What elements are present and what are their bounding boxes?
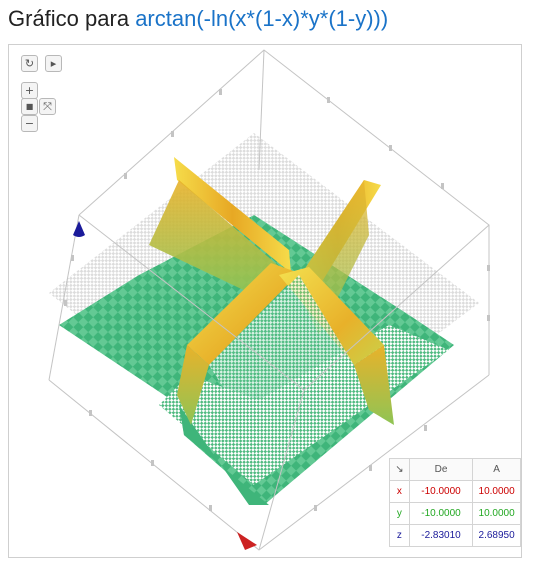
x-to-value[interactable]: 10.0000 — [472, 480, 521, 503]
refresh-icon: ↻ — [24, 57, 35, 70]
range-header-to: A — [472, 458, 521, 481]
arrow-down-right-icon[interactable]: ↘ — [389, 458, 410, 481]
ridge-front-right-side — [354, 345, 394, 425]
axis-label-x: x — [389, 480, 410, 503]
range-row-y: y -10.0000 10.0000 — [389, 502, 521, 525]
reset-view-button[interactable]: ↻ — [21, 55, 38, 72]
zoom-in-button[interactable]: + — [21, 82, 38, 99]
ridge-front-left — [187, 263, 299, 365]
z-from-value[interactable]: -2.83010 — [408, 524, 474, 547]
axes-mode-button[interactable]: ⤧ — [39, 98, 56, 115]
axis-label-y: y — [389, 502, 410, 525]
title-prefix: Gráfico para — [8, 6, 130, 31]
camera-mode-button[interactable]: ■ — [21, 98, 38, 115]
z-axis-arrow-icon — [73, 221, 85, 237]
x-axis-arrow-icon — [237, 532, 257, 550]
range-table-header: ↘ De A — [389, 458, 521, 481]
y-to-value[interactable]: 10.0000 — [472, 502, 521, 525]
bounding-box — [48, 49, 490, 551]
center-bowl-mesh — [209, 275, 354, 445]
z-to-value[interactable]: 2.68950 — [472, 524, 521, 547]
minus-icon: − — [24, 117, 35, 130]
function-expression-link[interactable]: arctan(-ln(x*(1-x)*y*(1-y))) — [135, 6, 389, 31]
box-tick-marks — [64, 89, 490, 511]
play-rotation-button[interactable]: ▸ — [45, 55, 62, 72]
plot-3d-viewport[interactable]: ↻ ▸ + ■ ⤧ − ↘ De A x -10.0000 10.0000 y … — [8, 44, 522, 558]
range-row-x: x -10.0000 10.0000 — [389, 480, 521, 503]
page-title: Gráfico para arctan(-ln(x*(1-x)*y*(1-y))… — [8, 6, 388, 32]
axis-label-z: z — [389, 524, 410, 547]
surface-plot-canvas[interactable] — [9, 45, 521, 557]
ridge-back-left-side — [149, 180, 289, 295]
axes-icon: ⤧ — [43, 99, 52, 113]
zoom-out-button[interactable]: − — [21, 115, 38, 132]
range-header-from: De — [408, 458, 474, 481]
axis-range-table: ↘ De A x -10.0000 10.0000 y -10.0000 10.… — [389, 458, 521, 547]
play-icon: ▸ — [50, 57, 57, 70]
ridge-back-left — [174, 157, 291, 273]
x-from-value[interactable]: -10.0000 — [408, 480, 474, 503]
y-from-value[interactable]: -10.0000 — [408, 502, 474, 525]
camera-icon: ■ — [25, 102, 34, 111]
range-row-z: z -2.83010 2.68950 — [389, 524, 521, 547]
plus-icon: + — [24, 84, 35, 97]
ridge-front-left-side — [177, 345, 209, 425]
